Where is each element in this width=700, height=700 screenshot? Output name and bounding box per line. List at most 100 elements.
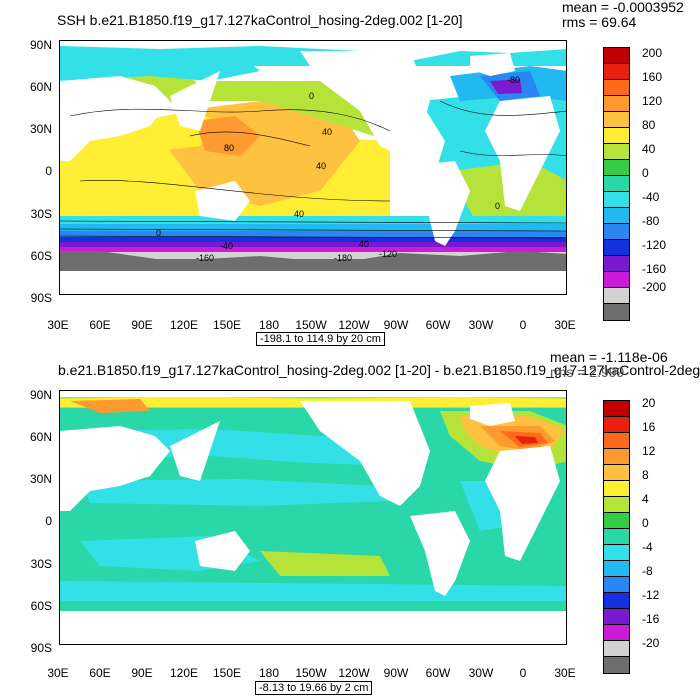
colorbar-swatch xyxy=(604,625,629,641)
colorbar-tick-label: 4 xyxy=(642,492,649,506)
lon-tick-label: 30W xyxy=(468,666,494,680)
colorbar-swatch xyxy=(604,240,629,256)
colorbar xyxy=(603,400,630,674)
colorbar-swatch xyxy=(604,465,629,481)
colorbar-swatch xyxy=(604,288,629,304)
colorbar-swatch xyxy=(604,160,629,176)
colorbar-tick-label: -12 xyxy=(642,588,660,602)
ssh-field-map xyxy=(60,41,566,294)
colorbar-swatch xyxy=(604,593,629,609)
colorbar-tick-label: -200 xyxy=(642,280,667,294)
rms-stat: rms = 69.64 xyxy=(562,14,637,30)
lat-tick-label: 0 xyxy=(45,514,52,528)
lat-tick-label: 60S xyxy=(30,249,52,263)
lat-tick-label: 90N xyxy=(29,388,52,402)
contour-label: 0 xyxy=(309,91,315,101)
colorbar-swatch xyxy=(604,224,629,240)
colorbar-tick-label: -16 xyxy=(642,612,660,626)
lat-tick-label: 30S xyxy=(30,207,52,221)
colorbar-tick-label: 80 xyxy=(642,118,656,132)
colorbar-swatch xyxy=(604,176,629,192)
map-plot-area xyxy=(59,390,567,645)
colorbar-tick-label: 0 xyxy=(642,516,649,530)
rms-stat: rms = 2.999 xyxy=(550,364,625,380)
lat-tick-label: 90S xyxy=(30,641,52,655)
colorbar-tick-label: 0 xyxy=(642,166,649,180)
lon-tick-label: 30E xyxy=(47,666,69,680)
colorbar-swatch xyxy=(604,609,629,625)
lat-tick-label: 60S xyxy=(30,599,52,613)
contour-range-label: -198.1 to 114.9 by 20 cm xyxy=(256,332,385,346)
lon-tick-label: 150E xyxy=(212,318,242,332)
lon-tick-label: 0 xyxy=(519,666,527,680)
lon-tick-label: 60W xyxy=(425,666,451,680)
colorbar-swatch xyxy=(604,561,629,577)
colorbar-swatch xyxy=(604,433,629,449)
lon-tick-label: 120E xyxy=(169,318,199,332)
contour-label: 80 xyxy=(224,143,235,153)
lon-tick-label: 60E xyxy=(89,666,111,680)
colorbar-swatch xyxy=(604,529,629,545)
lat-tick-label: 30S xyxy=(30,557,52,571)
colorbar-tick-label: -120 xyxy=(642,238,667,252)
colorbar-tick-label: -160 xyxy=(642,262,667,276)
lat-tick-label: 60N xyxy=(29,430,52,444)
contour-label: 40 xyxy=(316,161,327,171)
colorbar-swatch xyxy=(604,513,629,529)
lon-tick-label: 150E xyxy=(212,666,242,680)
lon-tick-label: 180 xyxy=(258,666,280,680)
ssh-difference-field-map xyxy=(60,391,566,644)
colorbar-tick-label: 120 xyxy=(642,94,663,108)
colorbar-tick-label: -4 xyxy=(642,540,653,554)
contour-label: -160 xyxy=(196,253,215,263)
lat-tick-label: 0 xyxy=(45,164,52,178)
lon-tick-label: 150W xyxy=(295,318,327,332)
colorbar-tick-label: 40 xyxy=(642,142,656,156)
colorbar-swatch xyxy=(604,401,629,417)
ssh-map-panel: SSH b.e21.B1850.f19_g17.127kaControl_hos… xyxy=(29,0,684,346)
lon-tick-label: 180 xyxy=(258,318,280,332)
lon-tick-label: 0 xyxy=(519,318,527,332)
map-title: SSH b.e21.B1850.f19_g17.127kaControl_hos… xyxy=(57,12,463,28)
lon-tick-label: 120W xyxy=(338,666,370,680)
colorbar-tick-label: -40 xyxy=(642,190,660,204)
colorbar-swatch xyxy=(604,144,629,160)
lon-tick-label: 30E xyxy=(554,318,576,332)
colorbar-swatch xyxy=(604,304,629,320)
lon-tick-label: 150W xyxy=(295,666,327,680)
contour-label: 40 xyxy=(322,127,333,137)
ssh-difference-map-panel: b.e21.B1850.f19_g17.127kaControl_hosing-… xyxy=(0,350,700,700)
colorbar-tick-label: 20 xyxy=(642,396,656,410)
lat-tick-label: 30N xyxy=(29,472,52,486)
colorbar-swatch xyxy=(604,48,629,64)
colorbar-swatch xyxy=(604,449,629,465)
contour-label: -80 xyxy=(507,75,521,85)
colorbar-tick-label: 160 xyxy=(642,70,663,84)
colorbar-swatch xyxy=(604,657,629,673)
colorbar-swatch xyxy=(604,96,629,112)
colorbar-swatch xyxy=(604,64,629,80)
mean-stat: mean = -0.0003952 xyxy=(562,0,684,15)
colorbar-tick-label: 12 xyxy=(642,444,656,458)
contour-label: 0 xyxy=(156,228,162,238)
map-title: b.e21.B1850.f19_g17.127kaControl_hosing-… xyxy=(58,362,700,378)
lon-tick-label: 60W xyxy=(425,318,451,332)
colorbar-swatch xyxy=(604,128,629,144)
colorbar-swatch xyxy=(604,641,629,657)
colorbar-swatch xyxy=(604,577,629,593)
contour-range-label: -8.13 to 19.66 by 2 cm xyxy=(255,681,373,695)
colorbar-swatch xyxy=(604,256,629,272)
colorbar-tick-label: 8 xyxy=(642,468,649,482)
colorbar-swatch xyxy=(604,481,629,497)
lon-tick-label: 30W xyxy=(468,318,494,332)
contour-label: -120 xyxy=(379,249,398,259)
lon-tick-label: 30E xyxy=(47,318,69,332)
lon-tick-label: 90W xyxy=(383,318,409,332)
colorbar-swatch xyxy=(604,112,629,128)
colorbar-tick-label: -8 xyxy=(642,564,653,578)
lat-tick-label: 90N xyxy=(29,38,52,52)
lon-tick-label: 60E xyxy=(89,318,111,332)
colorbar-swatch xyxy=(604,192,629,208)
colorbar-swatch xyxy=(604,272,629,288)
colorbar-tick-label: -80 xyxy=(642,214,660,228)
